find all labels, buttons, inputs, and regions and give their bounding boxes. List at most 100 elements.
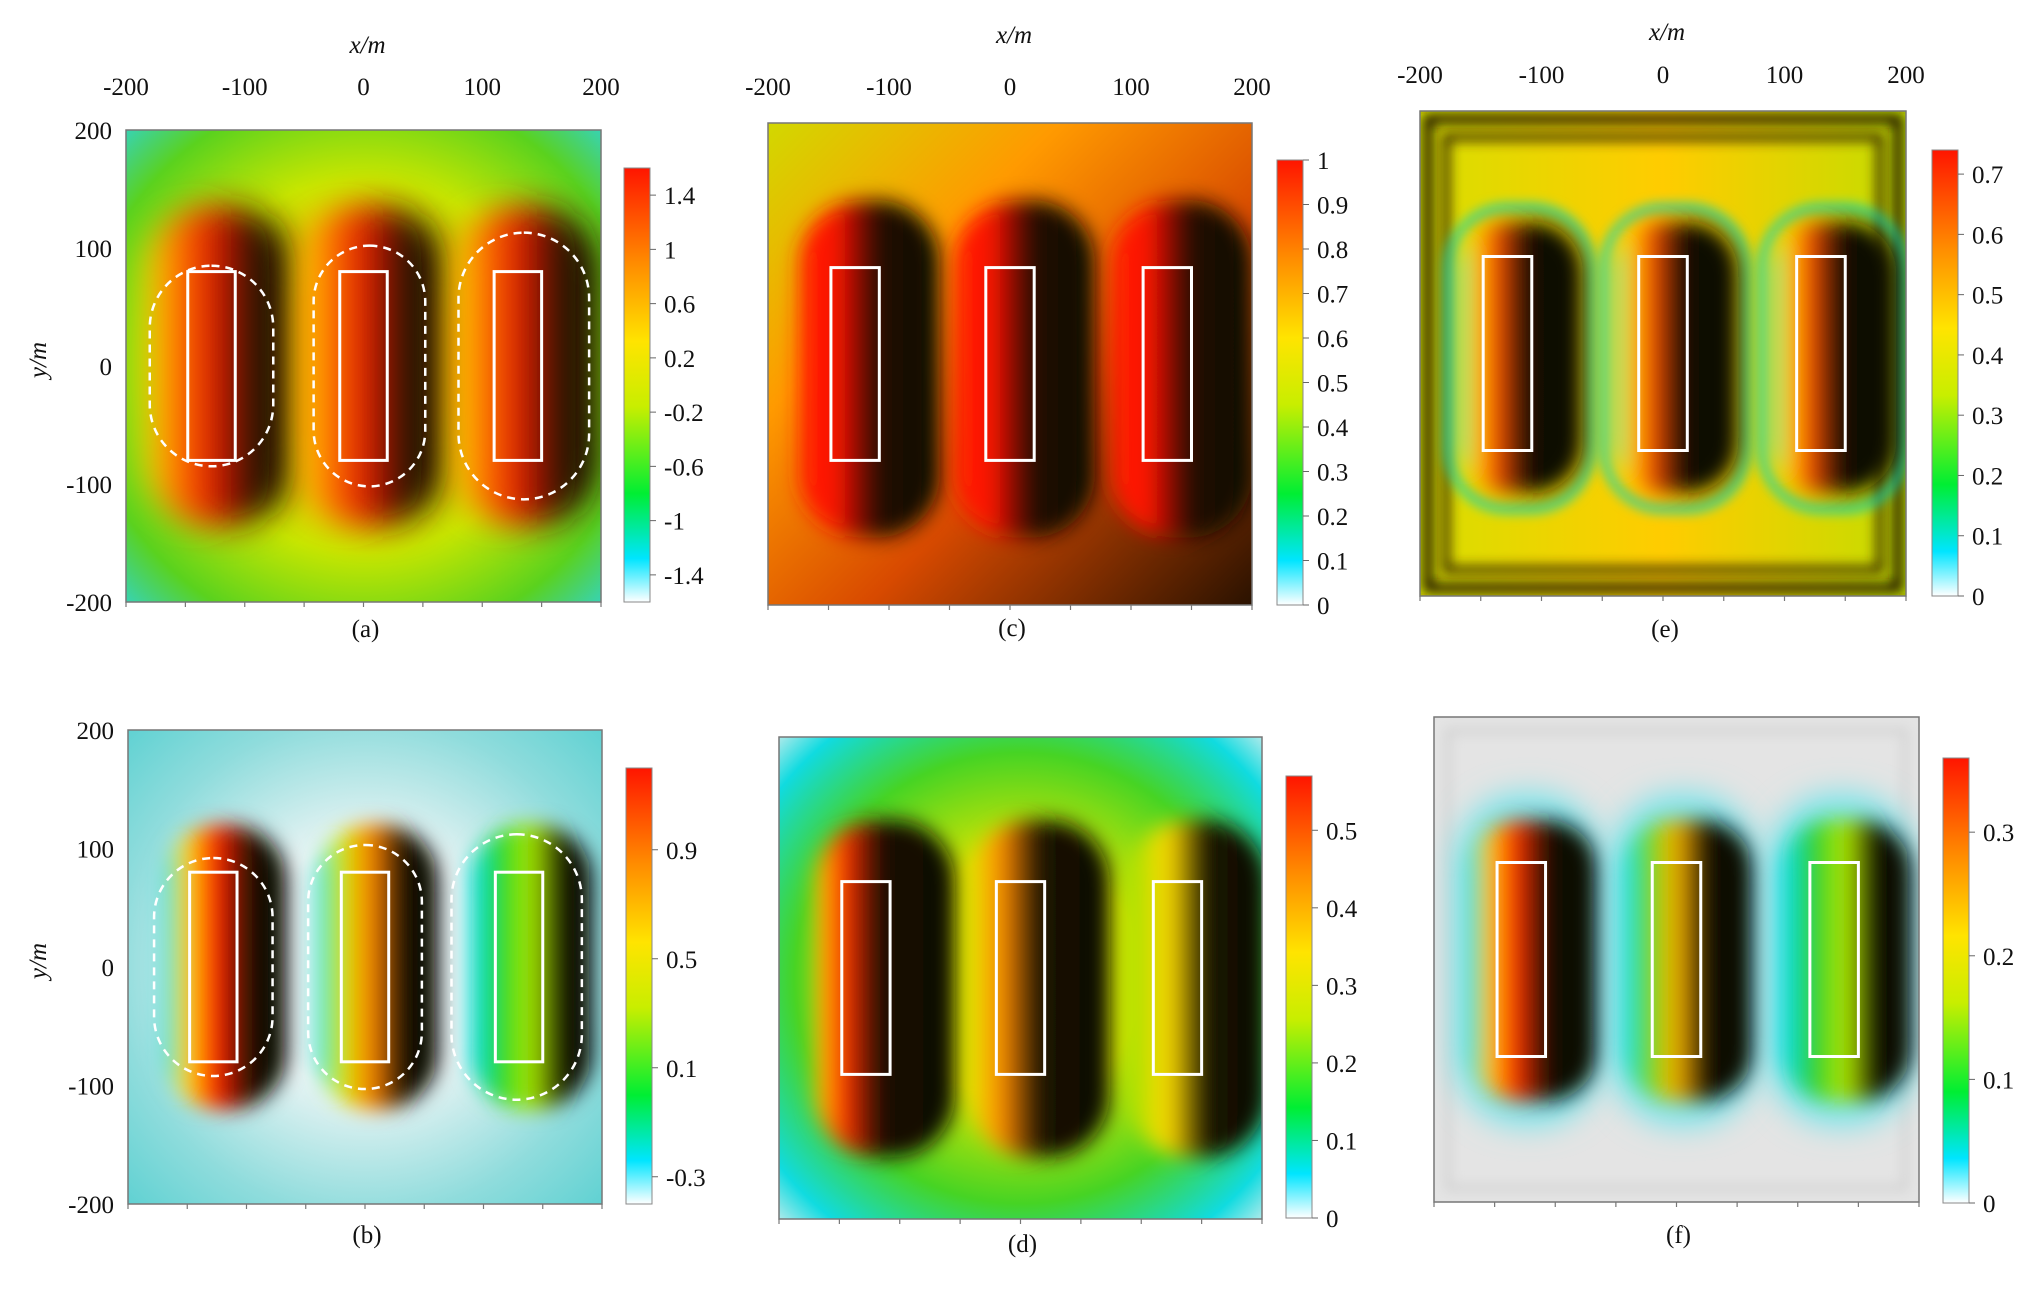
x-tick-label: -100 bbox=[222, 74, 268, 101]
colorbar-tick-label: 0.3 bbox=[1983, 820, 2014, 847]
colorbar-tick-label: 0 bbox=[1972, 584, 1985, 611]
x-axis-label: x/m bbox=[1648, 19, 1685, 46]
x-tick-label: 0 bbox=[1657, 62, 1670, 89]
field-lobe bbox=[969, 819, 1110, 1158]
panel-caption: (c) bbox=[998, 615, 1026, 642]
feature-rectangle bbox=[492, 270, 544, 462]
x-tick-label: 100 bbox=[1112, 74, 1150, 101]
feature-rectangle bbox=[493, 870, 545, 1064]
field-ring bbox=[1445, 204, 1594, 513]
colorbar-tick-label: 0.3 bbox=[1972, 403, 2003, 430]
colorbar-tick-label: -0.6 bbox=[664, 454, 704, 481]
field-lobe bbox=[299, 205, 447, 527]
heatmap-field bbox=[128, 730, 602, 1204]
y-tick-label: 0 bbox=[102, 955, 115, 982]
colorbar-tick-label: 0.2 bbox=[1326, 1051, 1357, 1078]
dashed-outline bbox=[148, 264, 275, 468]
heatmap-field bbox=[779, 737, 1262, 1219]
x-tick-label: 200 bbox=[582, 74, 620, 101]
panel-e: -200 -100 0 100 200 x/m (e) 0.7 0.6 0.5 0.4 0.3 0.2 0… bbox=[1397, 19, 2004, 643]
panel-caption: (a) bbox=[352, 616, 380, 643]
colorbar-tick-label: 0.3 bbox=[1326, 973, 1357, 1000]
field-lobe bbox=[469, 824, 593, 1110]
dashed-outline bbox=[312, 244, 427, 488]
feature-rectangle bbox=[339, 870, 391, 1064]
colorbar-tick-label: 0 bbox=[1326, 1206, 1339, 1233]
field-lobe bbox=[1126, 819, 1262, 1158]
colorbar-tick-label: 0.7 bbox=[1972, 162, 2003, 189]
colorbar-tick-label: 0.4 bbox=[1972, 343, 2004, 370]
field-lobe bbox=[1611, 221, 1739, 494]
colorbar-tick-label: 0 bbox=[1317, 593, 1330, 620]
colorbar bbox=[1931, 149, 1959, 597]
colorbar-tick-label: 0.1 bbox=[1972, 524, 2003, 551]
colorbar bbox=[625, 767, 653, 1205]
feature-rectangle bbox=[1650, 861, 1703, 1058]
feature-rectangle bbox=[1795, 255, 1847, 452]
x-tick-label: 200 bbox=[1233, 74, 1271, 101]
colorbar-tick-label: -1 bbox=[664, 509, 685, 536]
colorbar-tick-label: 0.7 bbox=[1317, 282, 1348, 309]
colorbar-tick-label: 0.4 bbox=[1326, 896, 1358, 923]
heatmap-field bbox=[1434, 717, 1919, 1202]
colorbar-tick-label: 0.1 bbox=[666, 1056, 697, 1083]
x-tick-label: 100 bbox=[1766, 62, 1804, 89]
field-lobe bbox=[1780, 819, 1912, 1102]
panel-a: -200 -100 0 100 200 x/m 200 100 0 -100 -200 y/m (a) 1… bbox=[25, 32, 704, 643]
x-tick-label: 100 bbox=[464, 74, 502, 101]
x-axis-label: x/m bbox=[348, 32, 385, 59]
feature-rectangle bbox=[1141, 266, 1193, 462]
x-tick-label: 0 bbox=[1004, 74, 1017, 101]
colorbar-tick-label: 0.9 bbox=[666, 838, 697, 865]
field-lobe bbox=[1456, 221, 1583, 494]
colorbar-tick-label: 0.4 bbox=[1317, 415, 1349, 442]
feature-rectangle bbox=[984, 266, 1036, 462]
y-axis-label: y/m bbox=[25, 342, 52, 381]
x-tick-label: 0 bbox=[357, 74, 370, 101]
colorbar-tick-label: 0.1 bbox=[1983, 1067, 2014, 1094]
heatmap-field bbox=[768, 123, 1252, 605]
field-border-band bbox=[1423, 114, 1903, 593]
colorbar-tick-label: 1.4 bbox=[664, 183, 696, 210]
feature-rectangle bbox=[338, 270, 389, 462]
feature-rectangle bbox=[1808, 861, 1860, 1058]
panel-caption: (b) bbox=[352, 1222, 381, 1249]
feature-rectangle bbox=[1481, 255, 1534, 452]
x-tick-label: -200 bbox=[745, 74, 791, 101]
colorbar-tick-label: 0.9 bbox=[1317, 193, 1348, 220]
y-tick-label: 200 bbox=[75, 118, 113, 145]
field-lobe bbox=[147, 205, 295, 527]
colorbar-tick-label: -0.2 bbox=[664, 400, 704, 427]
dashed-outline bbox=[306, 843, 424, 1091]
y-tick-label: 0 bbox=[100, 354, 113, 381]
panel-f: (f) 0.3 0.2 0.1 0 bbox=[1433, 716, 2014, 1249]
dashed-outline bbox=[457, 231, 591, 501]
colorbar-tick-label: 0.3 bbox=[1317, 460, 1348, 487]
feature-rectangle bbox=[829, 266, 881, 462]
colorbar-tick-label: -1.4 bbox=[664, 563, 704, 590]
x-tick-label: -200 bbox=[1397, 62, 1443, 89]
colorbar-tick-label: 0.2 bbox=[1972, 463, 2003, 490]
dashed-outline bbox=[152, 856, 274, 1078]
y-tick-label: 100 bbox=[77, 837, 115, 864]
panel-c: -200 -100 0 100 200 x/m (c) 1 0.9 0.8 0.7 0.6 0.5 0.4… bbox=[745, 22, 1349, 642]
colorbar-tick-label: 0.1 bbox=[1317, 549, 1348, 576]
colorbar-tick-label: 0.2 bbox=[664, 346, 695, 373]
heatmap-field bbox=[126, 130, 601, 602]
y-tick-label: 100 bbox=[75, 236, 113, 263]
y-tick-label: -100 bbox=[68, 1074, 114, 1101]
field-lobe bbox=[1623, 819, 1755, 1102]
heatmap-field bbox=[1420, 111, 1906, 596]
colorbar-tick-label: 1 bbox=[1317, 148, 1330, 175]
panel-caption: (d) bbox=[1008, 1231, 1037, 1258]
colorbar bbox=[1276, 159, 1304, 606]
colorbar-tick-label: 0.2 bbox=[1317, 504, 1348, 531]
colorbar-tick-label: 0 bbox=[1983, 1191, 1996, 1218]
colorbar-tick-label: 0.5 bbox=[1317, 371, 1348, 398]
colorbar-tick-label: 0.5 bbox=[1972, 283, 2003, 310]
panel-caption: (f) bbox=[1666, 1222, 1691, 1249]
colorbar-tick-label: 0.2 bbox=[1983, 944, 2014, 971]
colorbar-tick-label: 0.6 bbox=[664, 292, 695, 319]
field-lobe bbox=[1769, 221, 1897, 494]
